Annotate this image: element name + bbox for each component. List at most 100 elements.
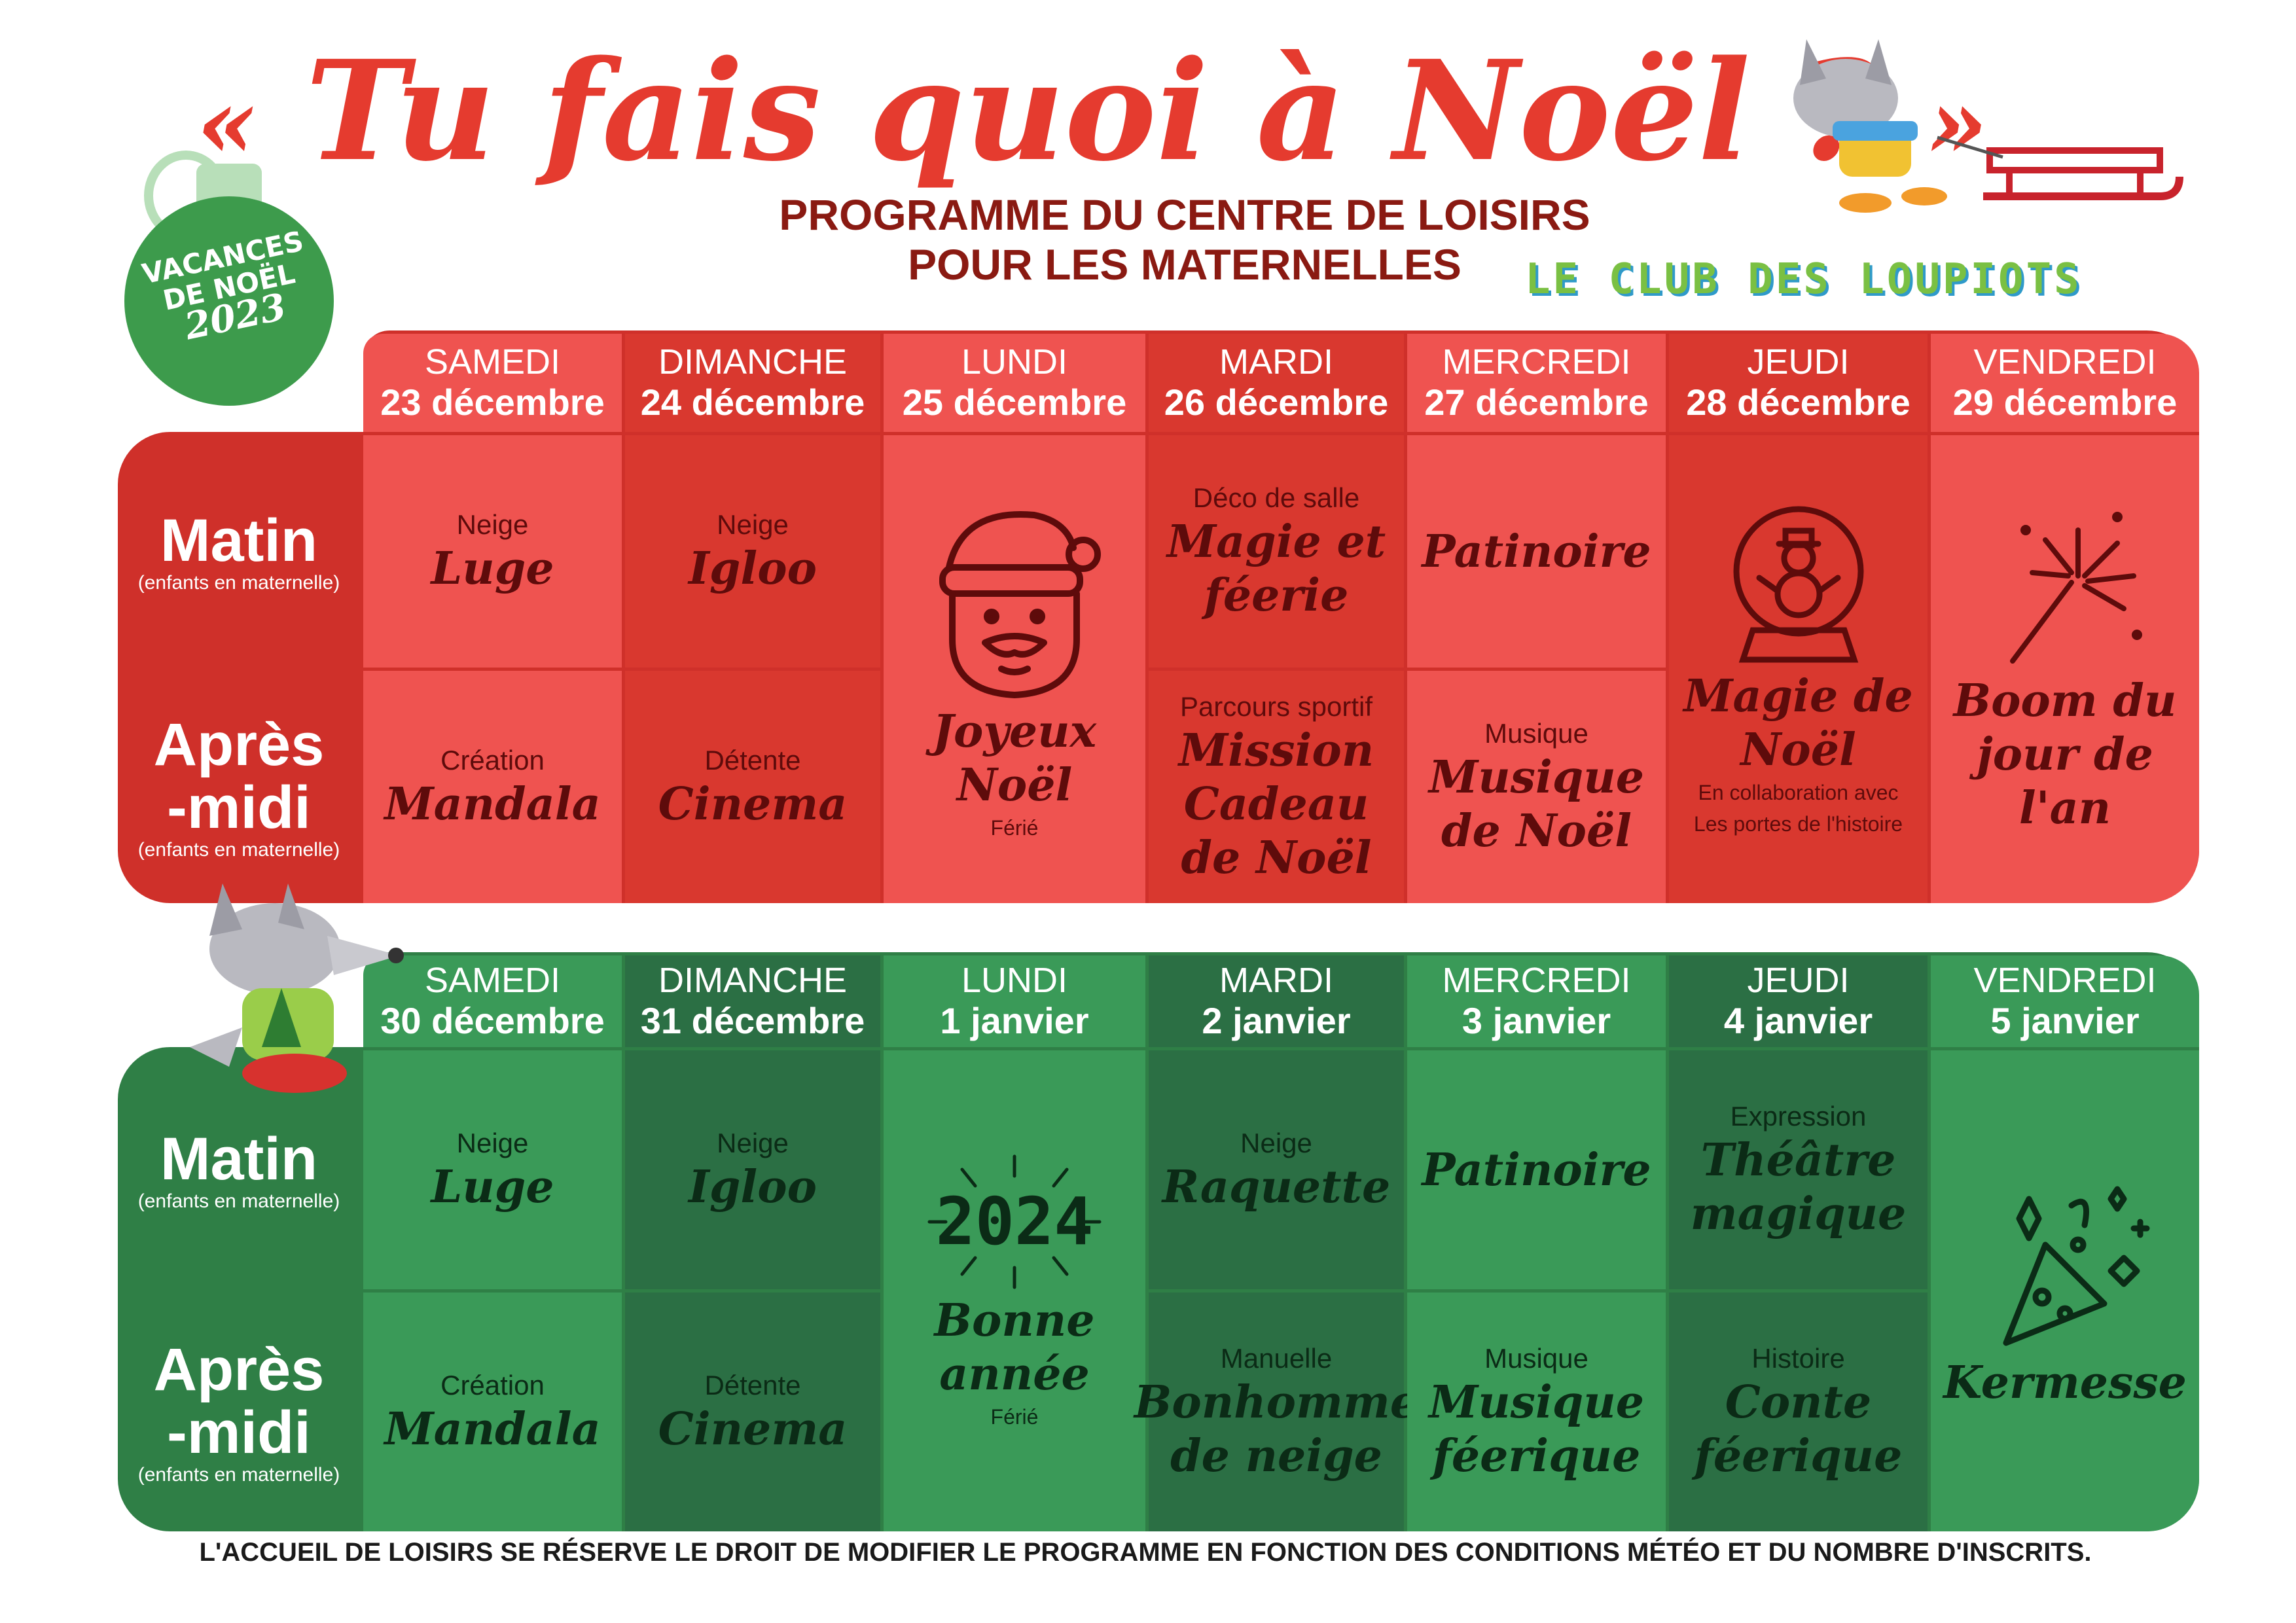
activity-category: Neige (1240, 1127, 1312, 1158)
activity-category: Création (440, 1369, 545, 1400)
week-2-header-friday: VENDREDI 5 janvier (1931, 955, 2199, 1047)
ornament-badge (124, 196, 334, 406)
activity-category: Détente (704, 744, 801, 776)
week-2-header-saturday: SAMEDI 30 décembre (363, 955, 622, 1047)
row-label-note: (enfants en maternelle) (137, 838, 340, 861)
week-2-thu-morning: Expression Théâtre magique (1669, 1050, 1928, 1289)
sparkler-icon (1986, 504, 2144, 674)
week-2-mon-fullday: 2024 Bonne année Férié (884, 1050, 1145, 1531)
day-date: 3 janvier (1462, 1000, 1611, 1041)
day-name: VENDREDI (1973, 342, 2157, 382)
page-subtitle: PROGRAMME DU CENTRE DE LOISIRS POUR LES … (759, 190, 1610, 289)
week-2-thu-afternoon: Histoire Conte féerique (1669, 1293, 1928, 1531)
activity-title: Raquette (1162, 1160, 1391, 1213)
week-1-header-tuesday: MARDI 26 décembre (1149, 334, 1404, 432)
activity-title: Patinoire (1422, 1143, 1651, 1196)
activity-category: Déco de salle (1193, 482, 1360, 513)
week-1-sun-afternoon: Détente Cinema (625, 671, 880, 903)
activity-note: En collaboration avec (1698, 780, 1899, 804)
activity-title: Bonhomme de neige (1134, 1376, 1419, 1482)
club-logo: LE CLUB DES LOUPIOTS (1525, 255, 2082, 304)
day-name: LUNDI (961, 961, 1068, 1000)
week-2-header-sunday: DIMANCHE 31 décembre (625, 955, 880, 1047)
activity-category: Neige (717, 508, 789, 540)
week-1-wed-afternoon: Musique Musique de Noël (1407, 671, 1666, 903)
week-1-header-monday: LUNDI 25 décembre (884, 334, 1145, 432)
week-2-sun-afternoon: Détente Cinema (625, 1293, 880, 1531)
activity-title: Joyeux Noël (932, 705, 1097, 812)
day-date: 28 décembre (1686, 382, 1910, 423)
activity-title: Musique féerique (1428, 1376, 1645, 1482)
day-name: VENDREDI (1973, 961, 2157, 1000)
footer-disclaimer: L'ACCUEIL DE LOISIRS SE RÉSERVE LE DROIT… (199, 1538, 2092, 1567)
week-1-header-friday: VENDREDI 29 décembre (1931, 334, 2199, 432)
party-popper-icon (1980, 1173, 2150, 1356)
activity-category: Création (440, 744, 545, 776)
activity-note: Les portes de l'histoire (1693, 812, 1903, 836)
day-name: MERCREDI (1442, 961, 1631, 1000)
row-label-note: (enfants en maternelle) (137, 1463, 340, 1486)
day-date: 27 décembre (1424, 382, 1649, 423)
activity-category: Détente (704, 1369, 801, 1400)
day-name: JEUDI (1747, 342, 1850, 382)
week-1-sun-morning: Neige Igloo (625, 435, 880, 668)
week-1-header-sunday: DIMANCHE 24 décembre (625, 334, 880, 432)
holiday-note: Férié (990, 1404, 1039, 1429)
activity-title: Bonne année (934, 1294, 1095, 1400)
day-name: SAMEDI (424, 961, 561, 1000)
week-1-tue-afternoon: Parcours sportif Mission Cadeau de Noël (1149, 671, 1404, 903)
activity-category: Neige (456, 1127, 529, 1158)
activity-title: Boom du jour de l'an (1953, 674, 2177, 834)
week-2-tue-afternoon: Manuelle Bonhomme de neige (1134, 1293, 1418, 1531)
day-name: DIMANCHE (658, 961, 847, 1000)
day-date: 2 janvier (1202, 1000, 1351, 1041)
week-1-row-label-afternoon: Après -midi (enfants en maternelle) (118, 671, 360, 903)
week-1-header-saturday: SAMEDI 23 décembre (363, 334, 622, 432)
week-1-mon-fullday: Joyeux Noël Férié (884, 435, 1145, 903)
day-date: 24 décembre (640, 382, 865, 423)
activity-title: Cinema (658, 777, 848, 830)
day-name: SAMEDI (424, 342, 561, 382)
activity-category: Histoire (1751, 1342, 1845, 1374)
week-2-sat-afternoon: Création Mandala (363, 1293, 622, 1531)
week-1-sat-morning: Neige Luge (363, 435, 622, 668)
row-label: Après -midi (153, 1336, 325, 1466)
activity-title: Conte féerique (1694, 1376, 1903, 1482)
day-name: JEUDI (1747, 961, 1850, 1000)
snow-globe-icon (1720, 499, 1877, 669)
day-name: MARDI (1219, 342, 1333, 382)
activity-title: Théâtre magique (1690, 1133, 1907, 1240)
day-date: 26 décembre (1164, 382, 1389, 423)
day-date: 5 janvier (1990, 1000, 2140, 1041)
activity-title: Mandala (384, 777, 601, 830)
week-1-wed-morning: Patinoire (1407, 435, 1666, 668)
wolf-sled-icon (1767, 13, 2186, 236)
week-2-header-monday: LUNDI 1 janvier (884, 955, 1145, 1047)
subtitle-line-1: PROGRAMME DU CENTRE DE LOISIRS (779, 190, 1590, 239)
activity-title: Mission Cadeau de Noël (1178, 724, 1374, 884)
row-label-note: (enfants en maternelle) (137, 1190, 340, 1212)
subtitle-line-2: POUR LES MATERNELLES (908, 240, 1462, 289)
day-name: MERCREDI (1442, 342, 1631, 382)
quote-close: » (1926, 65, 1988, 181)
row-label-note: (enfants en maternelle) (137, 571, 340, 594)
santa-icon (923, 495, 1106, 705)
week-2-tue-morning: Neige Raquette (1149, 1050, 1404, 1289)
activity-title: Mandala (384, 1402, 601, 1455)
week-2-wed-afternoon: Musique Musique féerique (1407, 1293, 1666, 1531)
activity-category: Expression (1730, 1100, 1867, 1132)
week-2-row-label-morning: Matin (enfants en maternelle) (118, 1050, 360, 1289)
activity-title: Igloo (689, 542, 817, 595)
activity-title: Kermesse (1943, 1356, 2187, 1409)
activity-title: Patinoire (1422, 525, 1651, 578)
year-label: 2024 (935, 1183, 1094, 1260)
day-name: LUNDI (961, 342, 1068, 382)
title-text: Tu fais quoi à Noël ? (305, 30, 1879, 192)
activity-title: Musique de Noël (1428, 751, 1645, 857)
activity-category: Musique (1484, 1342, 1588, 1374)
activity-title: Magie de Noël (1683, 669, 1913, 776)
week-1-fri-fullday: Boom du jour de l'an (1931, 435, 2199, 903)
week-1-sat-afternoon: Création Mandala (363, 671, 622, 903)
day-date: 30 décembre (380, 1000, 605, 1041)
week-2-wed-morning: Patinoire (1407, 1050, 1666, 1289)
